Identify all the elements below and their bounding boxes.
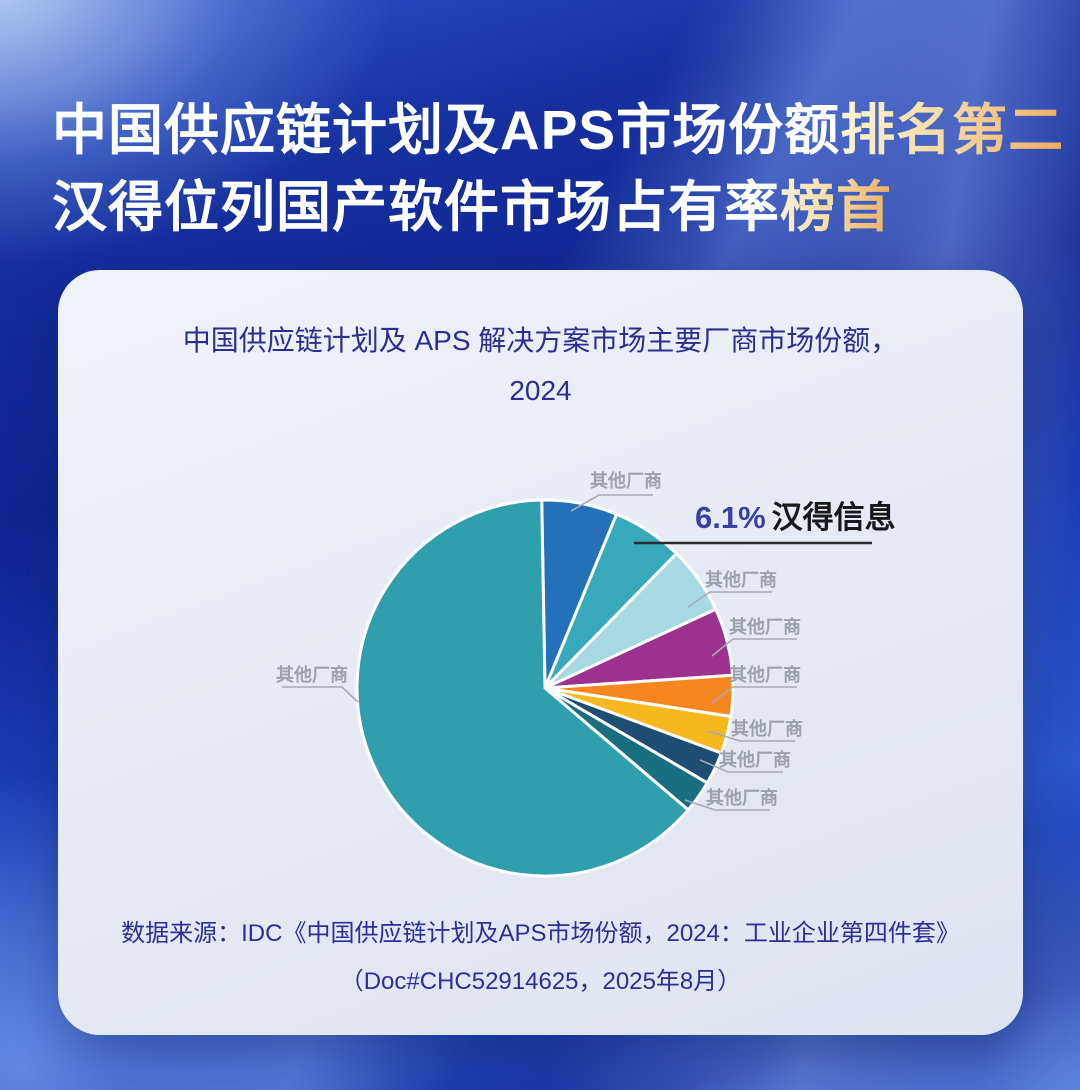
chart-title: 中国供应链计划及 APS 解决方案市场主要厂商市场份额， 2024 <box>58 316 1023 416</box>
leader-line <box>282 686 359 703</box>
pie-label-group-purple: 其他厂商 <box>711 616 801 657</box>
pie-label-group-top: 其他厂商 <box>570 470 662 512</box>
page-title: 中国供应链计划及APS市场份额排名第二 汉得位列国产软件市场占有率榜首 <box>52 92 1063 246</box>
pie-label-other-8: 其他厂商 <box>276 664 348 685</box>
pie-label-other-1: 其他厂商 <box>590 470 662 491</box>
leader-line <box>711 638 797 657</box>
pie-label-group-yellow: 其他厂商 <box>707 718 803 742</box>
highlight-name: 汉得信息 <box>772 500 896 535</box>
data-source-line1: 数据来源：IDC《中国供应链计划及APS市场份额，2024：工业企业第四件套》 <box>121 920 960 947</box>
pie-label-other-2: 其他厂商 <box>705 569 777 590</box>
leader-line <box>711 686 797 704</box>
data-source-line2: （Doc#CHC52914625，2025年8月） <box>339 968 742 995</box>
page-title-line2: 汉得位列国产软件市场占有率榜首 <box>52 169 1042 246</box>
data-source: 数据来源：IDC《中国供应链计划及APS市场份额，2024：工业企业第四件套》 … <box>58 910 1023 1006</box>
chart-title-line2: 2024 <box>509 375 572 406</box>
highlight-value: 6.1% <box>695 500 766 535</box>
leader-line <box>699 759 783 773</box>
title-line1-gold: 排名第二 <box>840 99 1065 161</box>
pie-slice-9 <box>355 498 690 878</box>
page-title-line1: 中国供应链计划及APS市场份额排名第二 <box>52 92 1063 169</box>
highlight-label: 6.1% 汉得信息 <box>695 500 896 535</box>
leader-line <box>570 494 653 512</box>
pie-label-group-orange: 其他厂商 <box>711 664 801 704</box>
leader-line <box>687 591 772 608</box>
leader-line <box>707 730 795 742</box>
pie-label-other-7: 其他厂商 <box>706 787 778 808</box>
title-line1-white: 中国供应链计划及APS市场份额 <box>52 99 841 161</box>
pie-label-group-left: 其他厂商 <box>276 664 359 703</box>
chart-card: 中国供应链计划及 APS 解决方案市场主要厂商市场份额， 2024 其他厂商 6… <box>58 270 1023 1035</box>
title-line2-white: 汉得位列国产软件市场占有率 <box>52 176 781 238</box>
title-line2-gold: 榜首 <box>780 176 893 238</box>
leader-line <box>684 799 770 811</box>
pie-label-other-5: 其他厂商 <box>731 718 803 739</box>
highlight-callout: 6.1% 汉得信息 <box>634 500 896 545</box>
pie-chart: 其他厂商 6.1% 汉得信息 其他厂商 其他厂商 其他厂商 其他厂商 其他厂商 <box>276 470 896 878</box>
pie-label-other-4: 其他厂商 <box>729 664 801 685</box>
pie-label-group-navy: 其他厂商 <box>699 749 791 773</box>
pie-slices-group <box>355 498 735 878</box>
pie-label-group-cyan: 其他厂商 <box>687 569 777 608</box>
chart-title-line1: 中国供应链计划及 APS 解决方案市场主要厂商市场份额， <box>182 325 899 356</box>
pie-label-group-darkteal: 其他厂商 <box>684 787 778 811</box>
pie-label-other-3: 其他厂商 <box>729 616 801 637</box>
pie-label-other-6: 其他厂商 <box>719 749 791 770</box>
